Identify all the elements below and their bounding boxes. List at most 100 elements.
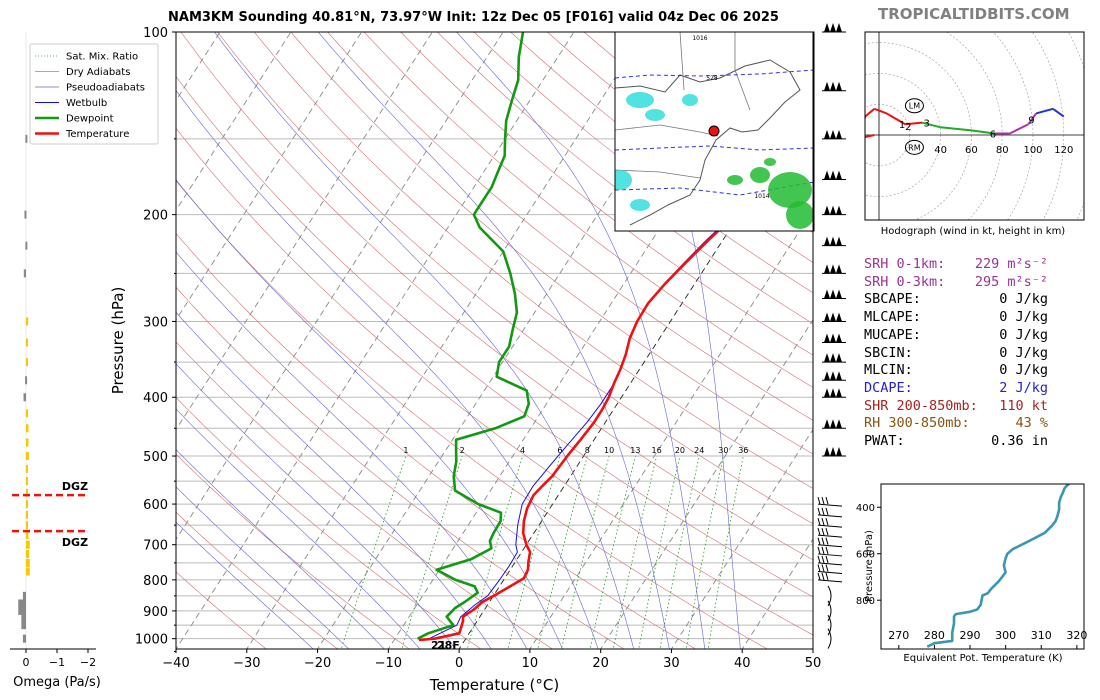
map-precip	[630, 199, 650, 211]
mixing-ratio-label: 30	[718, 446, 728, 455]
map-borders	[615, 32, 751, 179]
hodo-segment	[940, 126, 972, 132]
pseudoadiabat	[176, 449, 385, 649]
dry-adiabat	[180, 32, 813, 561]
dry-adiabat	[253, 32, 813, 489]
omega-bar	[26, 464, 28, 473]
hodo-segment	[1027, 112, 1037, 125]
wind-barb-pennant	[824, 333, 830, 343]
mixing-ratio-line	[466, 455, 523, 649]
wind-barb-pennant	[824, 447, 830, 457]
wind-barb-flag	[817, 537, 821, 545]
omega-bar	[23, 393, 26, 402]
wind-barb-pennant	[824, 312, 830, 322]
stat-value: 229 m²s⁻²	[974, 256, 1048, 272]
theta-e-ytick-label: 600	[856, 550, 875, 561]
hodo-segment	[886, 112, 906, 126]
omega-bar	[26, 409, 28, 418]
wind-barb-pennant	[830, 81, 836, 91]
stat-label: SRH 0-3km:	[864, 273, 946, 290]
map-inset: 1016 528 1014	[615, 32, 814, 231]
y-tick-label: 1000	[135, 633, 168, 648]
y-axis-label: Pressure (hPa)	[109, 287, 127, 395]
stat-row: SBCIN: 0 J/kg	[864, 345, 1094, 363]
wind-barb-flag	[825, 572, 829, 581]
wind-barb-staff	[827, 600, 832, 622]
omega-bar	[24, 210, 27, 219]
mixing-ratio-label: 1	[403, 446, 408, 455]
omega-bar	[21, 621, 26, 630]
hodograph-plot: 1 2 3 6 9 LM RM 40 60 80 100 120	[865, 32, 1084, 220]
pseudoadiabat	[176, 90, 599, 649]
hodo-segment	[865, 108, 876, 118]
skewt-axes: 2 1 28F −40 −30 −20 −10 0 10 20 30 40 50 100 200 300 400…	[109, 26, 821, 694]
wind-barb-pennant	[824, 353, 830, 363]
omega-bar	[26, 549, 30, 558]
hodo-height-label: 3	[924, 119, 930, 130]
wind-barb-pennant	[836, 129, 842, 139]
isotherm	[176, 32, 504, 541]
wind-barb-pennant	[830, 371, 836, 381]
wind-barb-staff	[827, 585, 832, 607]
storm-motion-label: LM	[909, 102, 920, 111]
mixing-ratio-line	[401, 455, 463, 649]
wind-barb-pennant	[830, 205, 836, 215]
mixing-ratio-line	[589, 455, 636, 649]
legend: Sat. Mix. Ratio Dry Adiabats Pseudoadiabat…	[29, 43, 159, 145]
isotherm	[246, 32, 646, 649]
isotherm	[670, 428, 813, 649]
mixing-ratio-line	[659, 455, 700, 649]
hodo-frame	[864, 31, 1085, 221]
isotherm	[0, 32, 8, 652]
stat-value: 0 J/kg	[999, 309, 1048, 326]
omega-tick-label: 0	[23, 656, 30, 669]
omega-bar	[26, 317, 29, 326]
pseudoadiabat	[176, 408, 421, 649]
omega-bar	[23, 269, 26, 278]
dewpoint-line	[417, 32, 531, 640]
wind-barb-flag	[817, 527, 821, 536]
dry-adiabat	[176, 341, 554, 649]
omega-bar	[26, 540, 30, 549]
pseudoadiabat	[214, 32, 635, 649]
theta-e-tick-label: 270	[888, 629, 909, 642]
omega-panel: DGZ DGZ 0 −1 −2 Omega (Pa/s)	[10, 32, 101, 690]
x-tick-label: −10	[375, 656, 402, 671]
pseudoadiabat	[176, 311, 492, 649]
wind-barb-flag	[817, 564, 821, 572]
pseudoadiabat	[176, 251, 528, 649]
wind-barb-pennant	[824, 205, 830, 215]
x-tick-label: −30	[233, 656, 260, 671]
wind-barb-pennant	[830, 388, 836, 398]
omega-bar	[26, 558, 30, 567]
stat-label: DCAPE:	[864, 379, 913, 396]
stat-row: SHR 200-850mb: 110 kt	[864, 398, 1094, 416]
mixing-ratio-line	[537, 455, 588, 649]
hodo-height-label: 1	[899, 120, 905, 131]
wind-barbs	[817, 23, 846, 649]
isotherm	[529, 209, 813, 649]
wind-barb-pennant	[830, 129, 836, 139]
y-tick-label: 700	[143, 539, 168, 554]
dry-adiabat	[176, 127, 813, 636]
wind-barb-pennant	[836, 353, 842, 363]
wind-barb-pennant	[830, 289, 836, 299]
stat-row: RH 300-850mb: 43 %	[864, 415, 1094, 433]
mixing-ratio-label: 20	[675, 446, 685, 455]
hodo-segment	[1052, 108, 1065, 118]
omega-bar	[18, 599, 26, 608]
site-watermark: TROPICALTIDBITS.COM	[878, 5, 1070, 23]
wind-barb-flag	[825, 518, 829, 526]
wind-barb-pennant	[830, 170, 836, 180]
stat-row: DCAPE: 2 J/kg	[864, 380, 1094, 398]
wind-barb-flag	[821, 507, 825, 515]
wind-barb-pennant	[836, 289, 842, 299]
hodo-segment	[1035, 107, 1054, 115]
x-tick-label: −40	[162, 656, 189, 671]
mixing-ratio-line	[560, 455, 610, 649]
storm-motion-marker	[904, 139, 924, 155]
wind-barb-pennant	[836, 333, 842, 343]
mixing-ratio-line	[707, 455, 744, 649]
omega-bar	[22, 591, 26, 600]
theta-e-tick-label: 290	[960, 629, 981, 642]
